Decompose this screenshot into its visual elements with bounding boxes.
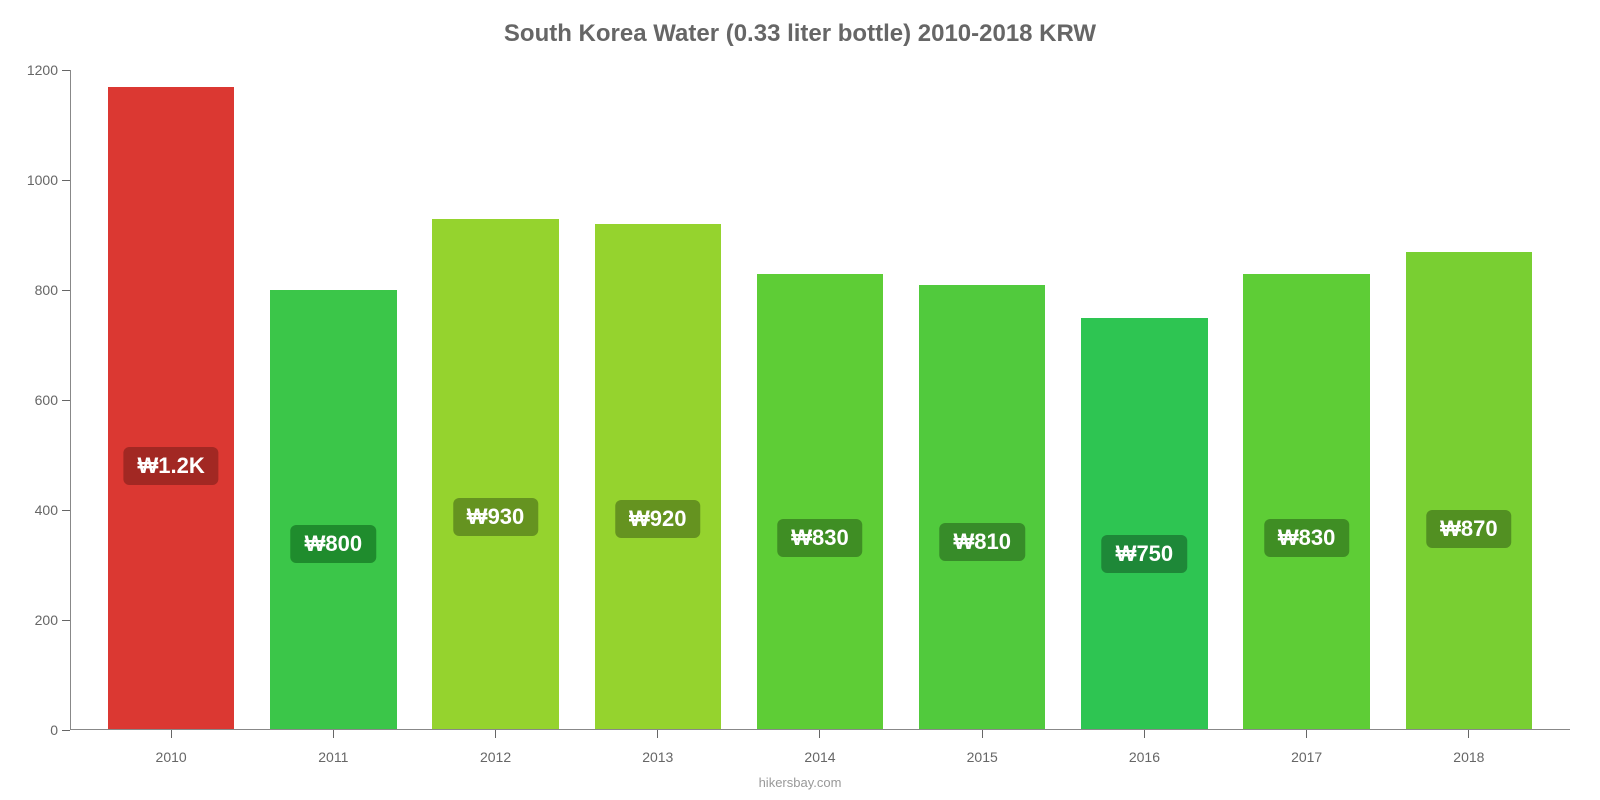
bar bbox=[1243, 274, 1370, 731]
plot-area: ₩1.2K ₩800 ₩930 ₩920 ₩830 ₩810 ₩750 ₩830 ₩870 bbox=[70, 70, 1570, 730]
x-tick bbox=[1226, 730, 1388, 738]
bar bbox=[1406, 252, 1533, 731]
y-tick-mark bbox=[62, 730, 70, 731]
x-tick bbox=[1388, 730, 1550, 738]
value-badge: ₩830 bbox=[777, 519, 862, 557]
chart-title: South Korea Water (0.33 liter bottle) 20… bbox=[0, 0, 1600, 58]
bar bbox=[1081, 318, 1208, 731]
x-tick-label: 2015 bbox=[901, 749, 1063, 765]
value-badge: ₩810 bbox=[939, 523, 1024, 561]
bar bbox=[108, 87, 235, 731]
x-tick-line bbox=[333, 730, 334, 738]
x-tick bbox=[90, 730, 252, 738]
bar bbox=[595, 224, 722, 730]
bar-slot: ₩1.2K bbox=[90, 70, 252, 730]
x-tick-line bbox=[819, 730, 820, 738]
x-tick-line bbox=[495, 730, 496, 738]
bar-slot: ₩930 bbox=[414, 70, 576, 730]
x-tick bbox=[414, 730, 576, 738]
bar-slot: ₩920 bbox=[577, 70, 739, 730]
attribution-text: hikersbay.com bbox=[759, 775, 842, 790]
bar bbox=[270, 290, 397, 730]
x-tick-label: 2012 bbox=[414, 749, 576, 765]
y-tick-mark bbox=[62, 70, 70, 71]
x-tick bbox=[252, 730, 414, 738]
value-badge: ₩920 bbox=[615, 500, 700, 538]
bar-slot: ₩830 bbox=[1226, 70, 1388, 730]
x-tick-line bbox=[982, 730, 983, 738]
bar-slot: ₩750 bbox=[1063, 70, 1225, 730]
x-tick-label: 2010 bbox=[90, 749, 252, 765]
x-tick-label: 2016 bbox=[1063, 749, 1225, 765]
value-badge: ₩830 bbox=[1264, 519, 1349, 557]
x-tick bbox=[577, 730, 739, 738]
bars-area: ₩1.2K ₩800 ₩930 ₩920 ₩830 ₩810 ₩750 ₩830 ₩870 bbox=[70, 70, 1570, 730]
value-badge: ₩1.2K bbox=[123, 447, 218, 485]
x-tick-label: 2011 bbox=[252, 749, 414, 765]
x-tick-label: 2018 bbox=[1388, 749, 1550, 765]
x-axis-labels: 201020112012201320142015201620172018 bbox=[70, 749, 1570, 765]
value-badge: ₩870 bbox=[1426, 510, 1511, 548]
chart-container: South Korea Water (0.33 liter bottle) 20… bbox=[0, 0, 1600, 800]
bar-slot: ₩870 bbox=[1388, 70, 1550, 730]
y-tick-label: 1200 bbox=[27, 62, 58, 78]
bar-slot: ₩830 bbox=[739, 70, 901, 730]
value-badge: ₩930 bbox=[453, 498, 538, 536]
x-tick bbox=[901, 730, 1063, 738]
x-tick-label: 2017 bbox=[1226, 749, 1388, 765]
x-tick-line bbox=[1144, 730, 1145, 738]
y-tick-mark bbox=[62, 400, 70, 401]
y-tick-label: 200 bbox=[35, 612, 58, 628]
x-tick bbox=[739, 730, 901, 738]
bar-slot: ₩810 bbox=[901, 70, 1063, 730]
y-tick-mark bbox=[62, 510, 70, 511]
y-tick-label: 800 bbox=[35, 282, 58, 298]
y-tick-mark bbox=[62, 180, 70, 181]
x-tick-line bbox=[1306, 730, 1307, 738]
x-tick bbox=[1063, 730, 1225, 738]
x-tick-line bbox=[1468, 730, 1469, 738]
x-tick-label: 2013 bbox=[577, 749, 739, 765]
x-tick-line bbox=[171, 730, 172, 738]
bar-slot: ₩800 bbox=[252, 70, 414, 730]
y-tick-label: 600 bbox=[35, 392, 58, 408]
y-axis: 020040060080010001200 bbox=[0, 70, 70, 730]
bar bbox=[432, 219, 559, 731]
bar bbox=[757, 274, 884, 731]
x-tick-marks bbox=[70, 730, 1570, 738]
value-badge: ₩750 bbox=[1102, 535, 1187, 573]
x-tick-line bbox=[657, 730, 658, 738]
x-tick-label: 2014 bbox=[739, 749, 901, 765]
value-badge: ₩800 bbox=[291, 525, 376, 563]
y-tick-label: 1000 bbox=[27, 172, 58, 188]
y-tick-mark bbox=[62, 290, 70, 291]
y-tick-label: 400 bbox=[35, 502, 58, 518]
y-tick-mark bbox=[62, 620, 70, 621]
bar bbox=[919, 285, 1046, 731]
y-tick-label: 0 bbox=[50, 722, 58, 738]
